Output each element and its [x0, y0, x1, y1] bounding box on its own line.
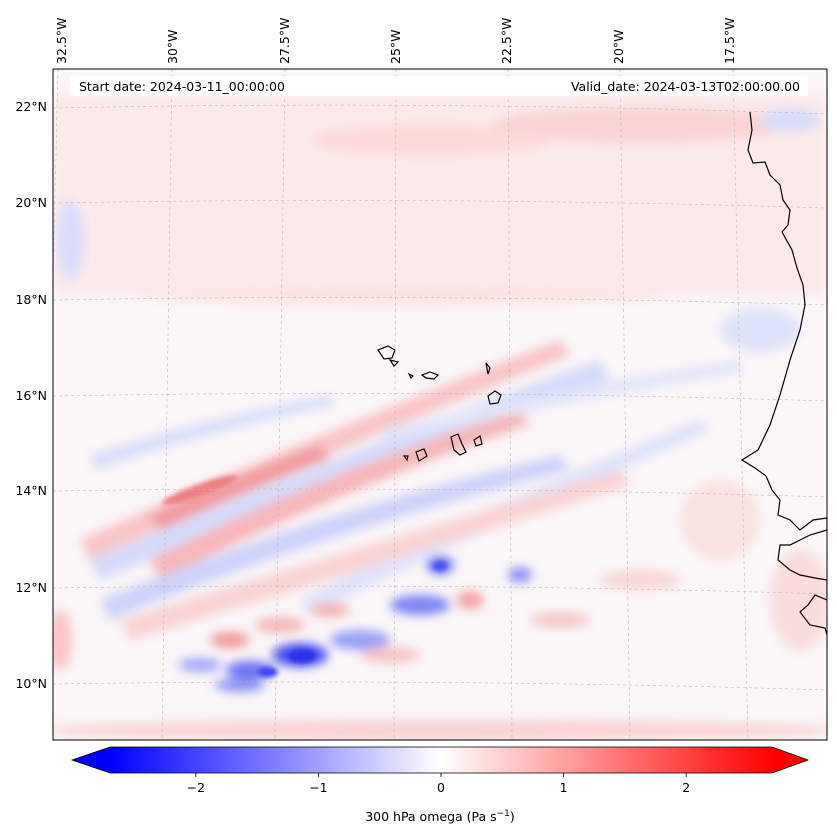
colorbar: −2 −1 0 1 2 300 hPa omega (Pa s−1) — [70, 746, 810, 824]
start-date-label: Start date: 2024-03-11_00:00:00 — [79, 79, 285, 94]
colorbar-extend-max — [772, 747, 808, 773]
lon-label: 17.5°W — [722, 18, 737, 64]
header-strip — [70, 76, 808, 96]
latitude-labels: 22°N 20°N 18°N 16°N 14°N 12°N 10°N — [15, 99, 47, 691]
colorbar-tick-label: 2 — [682, 780, 690, 795]
colorbar-tick-label: 1 — [560, 780, 568, 795]
colorbar-label: 300 hPa omega (Pa s−1) — [365, 809, 515, 824]
colorbar-tick-label: −2 — [187, 780, 205, 795]
map-frame — [52, 68, 828, 741]
colorbar-gradient — [110, 747, 772, 773]
lat-label: 18°N — [15, 292, 47, 307]
lat-label: 22°N — [15, 99, 47, 114]
lat-label: 14°N — [15, 483, 47, 498]
lon-label: 32.5°W — [54, 18, 69, 64]
lon-label: 20°W — [611, 29, 626, 64]
colorbar-ticks: −2 −1 0 1 2 — [187, 773, 690, 795]
colorbar-tick-label: −1 — [309, 780, 327, 795]
colorbar-extend-min — [72, 747, 110, 773]
colorbar-outline — [70, 746, 810, 774]
omega-field — [53, 95, 827, 740]
map-panel: Start date: 2024-03-11_00:00:00 Valid_da… — [53, 69, 827, 740]
colorbar-label-exponent: −1 — [497, 809, 510, 819]
cape-verde-islands — [377, 345, 502, 462]
lon-label: 25°W — [388, 29, 403, 64]
longitude-labels: 32.5°W 30°W 27.5°W 25°W 22.5°W 20°W 17.5… — [54, 18, 737, 64]
africa-coastline — [740, 111, 827, 636]
valid-date-label: Valid_date: 2024-03-13T02:00:00.00 — [571, 79, 800, 94]
colorbar-label-text: 300 hPa omega (Pa s — [365, 809, 496, 824]
lat-label: 12°N — [15, 580, 47, 595]
colorbar-tick-label: 0 — [437, 780, 445, 795]
lat-label: 10°N — [15, 676, 47, 691]
lat-label: 16°N — [15, 388, 47, 403]
lon-label: 22.5°W — [499, 18, 514, 64]
lon-label: 27.5°W — [277, 18, 292, 64]
lat-label: 20°N — [15, 195, 47, 210]
lon-label: 30°W — [165, 29, 180, 64]
graticule — [53, 69, 827, 740]
colorbar-label-close: ) — [510, 809, 515, 824]
